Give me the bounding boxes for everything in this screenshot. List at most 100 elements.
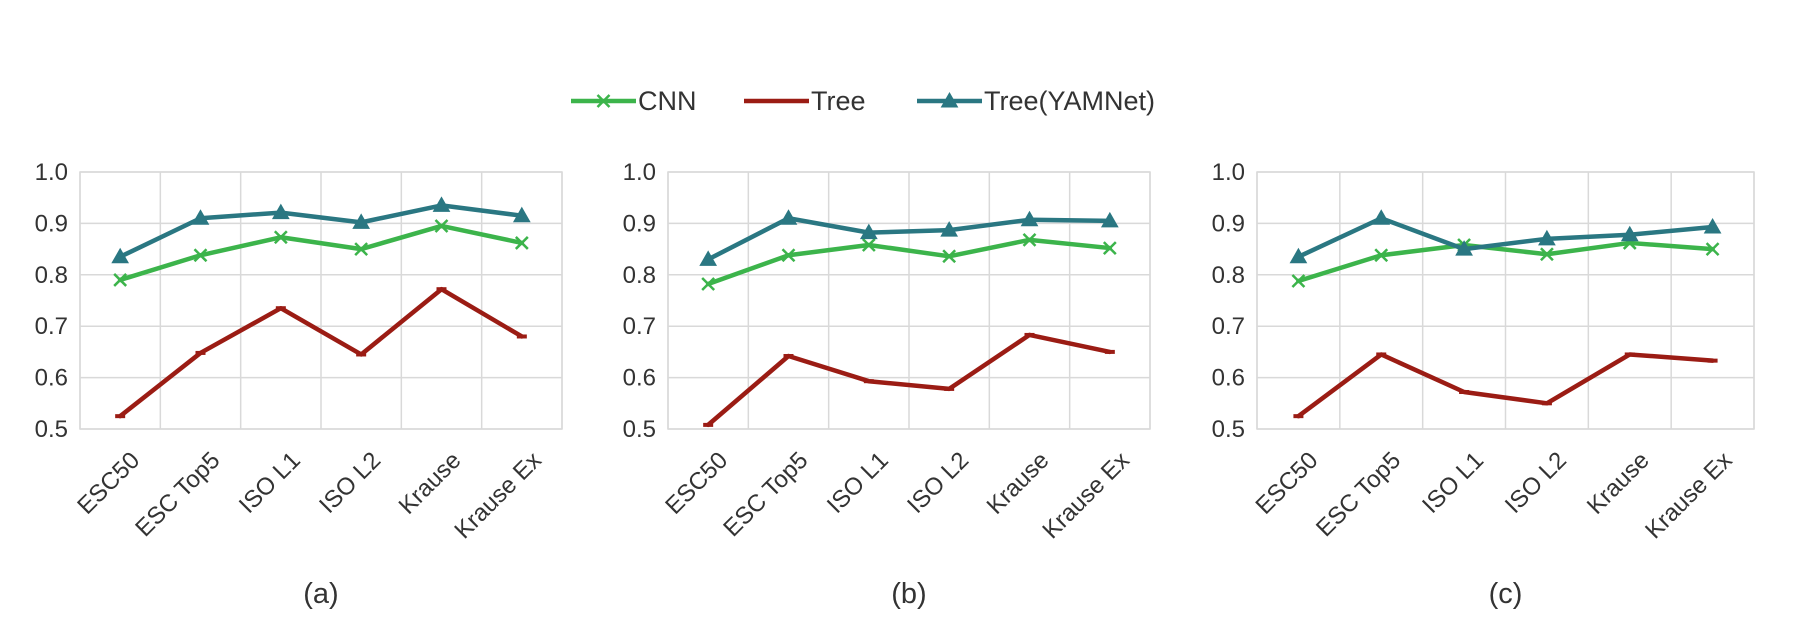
data-point [783, 354, 794, 359]
data-point [111, 247, 130, 264]
data-point [1540, 247, 1554, 262]
data-point [779, 209, 798, 225]
x-tick-label: Krause Ex [1037, 447, 1134, 544]
data-point [1020, 210, 1039, 227]
data-point [1541, 401, 1552, 406]
y-tick-label: 0.9 [623, 210, 656, 237]
data-point [273, 230, 288, 245]
y-tick-label: 0.9 [35, 210, 68, 237]
series-tree-yamnet- [111, 196, 531, 264]
y-tick-label: 0.7 [623, 313, 656, 340]
series-tree [1293, 352, 1718, 419]
series-cnn [113, 219, 529, 287]
legend-label: CNN [638, 86, 697, 116]
data-point [1459, 389, 1470, 394]
data-point [514, 236, 529, 250]
x-tick-label: ISO L1 [822, 447, 894, 519]
data-point [1374, 248, 1389, 263]
panel-label: (c) [1489, 578, 1523, 610]
data-point [191, 209, 210, 225]
y-tick-label: 1.0 [35, 159, 68, 186]
y-tick-label: 0.8 [1212, 262, 1245, 289]
series-line [705, 332, 1113, 428]
x-tick-label: Krause Ex [1640, 447, 1737, 544]
data-point [1455, 240, 1473, 256]
x-tick-label: Krause [982, 447, 1055, 520]
legend-marker [771, 99, 782, 103]
x-tick-label: ISO L2 [1500, 447, 1572, 519]
data-point [781, 248, 796, 263]
data-point [1289, 247, 1308, 264]
x-tick-label: ESC Top5 [1311, 447, 1406, 542]
x-tick-label: ISO L2 [314, 447, 386, 519]
x-tick-label: Krause Ex [449, 447, 546, 544]
data-point [1291, 274, 1306, 288]
data-point [944, 386, 955, 391]
series-cnn [701, 232, 1117, 291]
legend-label: Tree [811, 86, 866, 116]
plot-area [79, 171, 563, 430]
x-tick-label: ISO L1 [1417, 447, 1489, 519]
legend-marker [596, 94, 611, 108]
series-line [117, 223, 525, 283]
data-point [1538, 229, 1556, 246]
data-point [271, 203, 290, 220]
data-point [113, 273, 128, 287]
x-tick-label: Krause [394, 447, 467, 520]
y-tick-label: 0.5 [35, 416, 68, 443]
data-point [1705, 242, 1720, 256]
series-line [117, 286, 525, 419]
x-tick-label: ESC Top5 [718, 447, 813, 542]
series-tree-yamnet- [699, 209, 1119, 266]
series-line [705, 216, 1113, 262]
data-point [1624, 352, 1635, 357]
series-cnn [1291, 236, 1720, 288]
data-point [432, 196, 451, 212]
x-tick-label: ESC50 [1251, 447, 1324, 520]
y-tick-label: 0.7 [1212, 313, 1245, 340]
legend-item-tree: Tree [744, 86, 866, 116]
data-point [1022, 232, 1037, 247]
series-tree [703, 332, 1115, 428]
data-point [940, 221, 959, 237]
y-tick-label: 0.5 [1212, 416, 1245, 443]
legend-marker [940, 91, 959, 108]
series-line [117, 203, 525, 260]
panel-label: (b) [891, 578, 926, 610]
data-point [352, 213, 371, 229]
y-tick-label: 1.0 [1212, 159, 1245, 186]
x-tick-label: ESC Top5 [130, 447, 225, 542]
panel-label: (a) [303, 578, 338, 610]
data-point [1372, 209, 1391, 225]
x-tick-label: ISO L1 [234, 447, 306, 519]
y-tick-label: 1.0 [623, 159, 656, 186]
data-point [863, 379, 874, 384]
series-line [1296, 240, 1715, 284]
data-point [436, 287, 447, 292]
x-tick-label: Krause [1582, 447, 1655, 520]
data-point [1703, 217, 1722, 234]
data-point [699, 250, 718, 266]
data-point [1104, 349, 1115, 354]
legend-item-tree-yamnet-: Tree(YAMNet) [917, 86, 1155, 116]
data-point [275, 306, 286, 311]
data-point [701, 277, 716, 291]
data-point [195, 350, 206, 355]
data-point [115, 414, 126, 419]
y-tick-label: 0.7 [35, 313, 68, 340]
plot-area [667, 171, 1151, 430]
data-point [1102, 241, 1117, 255]
y-tick-label: 0.6 [1212, 365, 1245, 392]
x-tick-label: ESC50 [660, 447, 733, 520]
series-tree-yamnet- [1289, 209, 1722, 264]
data-point [1620, 225, 1639, 242]
data-point [193, 248, 208, 263]
data-point [861, 238, 876, 252]
y-tick-label: 0.5 [623, 416, 656, 443]
y-tick-label: 0.8 [623, 262, 656, 289]
